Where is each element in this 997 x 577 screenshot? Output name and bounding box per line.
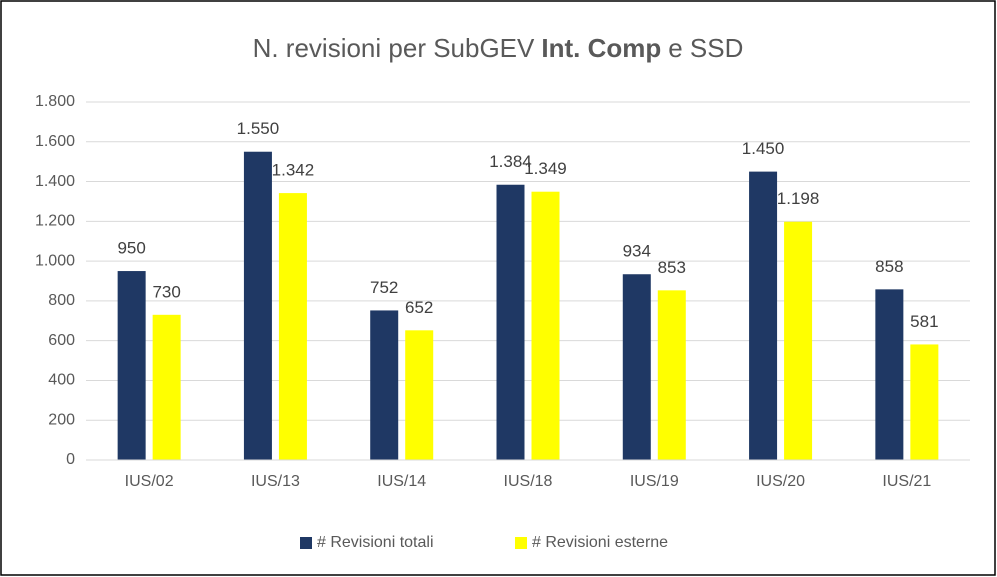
y-tick-label: 1.800 <box>35 93 75 110</box>
title-part: N. revisioni per SubGEV <box>253 33 535 63</box>
bar <box>243 151 272 460</box>
legend-swatch <box>515 537 527 549</box>
y-tick-label: 1.600 <box>35 133 75 150</box>
x-tick-label: IUS/21 <box>882 473 931 490</box>
data-label: 1.349 <box>524 159 567 178</box>
y-tick-label: 1.400 <box>35 173 75 190</box>
x-tick-label: IUS/18 <box>504 473 553 490</box>
legend-label: # Revisioni totali <box>317 534 434 551</box>
data-label: 853 <box>658 258 686 277</box>
bar <box>622 274 651 460</box>
bar <box>875 289 904 460</box>
data-label: 1.384 <box>489 152 532 171</box>
x-tick-label: IUS/14 <box>377 473 426 490</box>
data-label: 934 <box>623 242 651 261</box>
x-tick-label: IUS/13 <box>251 473 300 490</box>
chart-title: N. revisioni per SubGEV Int. Comp e SSD <box>253 33 744 63</box>
bar <box>496 184 525 460</box>
data-label: 1.342 <box>272 161 315 180</box>
data-label: 752 <box>370 278 398 297</box>
title-part: e SSD <box>668 33 743 63</box>
bar <box>405 330 434 460</box>
data-label: 581 <box>910 312 938 331</box>
bar <box>531 191 560 460</box>
bar <box>784 221 813 460</box>
bar <box>152 314 181 460</box>
data-label: 1.198 <box>777 189 820 208</box>
x-tick-label: IUS/19 <box>630 473 679 490</box>
data-label: 652 <box>405 298 433 317</box>
data-label: 950 <box>117 239 145 258</box>
bar <box>278 193 307 460</box>
y-tick-label: 1.200 <box>35 213 75 230</box>
y-tick-label: 400 <box>48 372 75 389</box>
bar <box>657 290 686 460</box>
y-tick-label: 0 <box>66 451 75 468</box>
x-tick-label: IUS/02 <box>125 473 174 490</box>
data-label: 730 <box>152 282 180 301</box>
bar <box>117 271 146 460</box>
y-tick-label: 600 <box>48 332 75 349</box>
data-label: 1.550 <box>237 119 280 138</box>
y-tick-label: 200 <box>48 411 75 428</box>
x-tick-label: IUS/20 <box>756 473 805 490</box>
data-label: 1.450 <box>742 139 785 158</box>
legend-label: # Revisioni esterne <box>532 534 668 551</box>
legend-swatch <box>300 537 312 549</box>
title-part-bold: Int. Comp <box>541 33 661 63</box>
y-tick-label: 1.000 <box>35 252 75 269</box>
data-label: 858 <box>875 257 903 276</box>
bar <box>370 310 399 460</box>
y-tick-label: 800 <box>48 292 75 309</box>
bar <box>910 344 939 460</box>
bar <box>749 171 778 460</box>
